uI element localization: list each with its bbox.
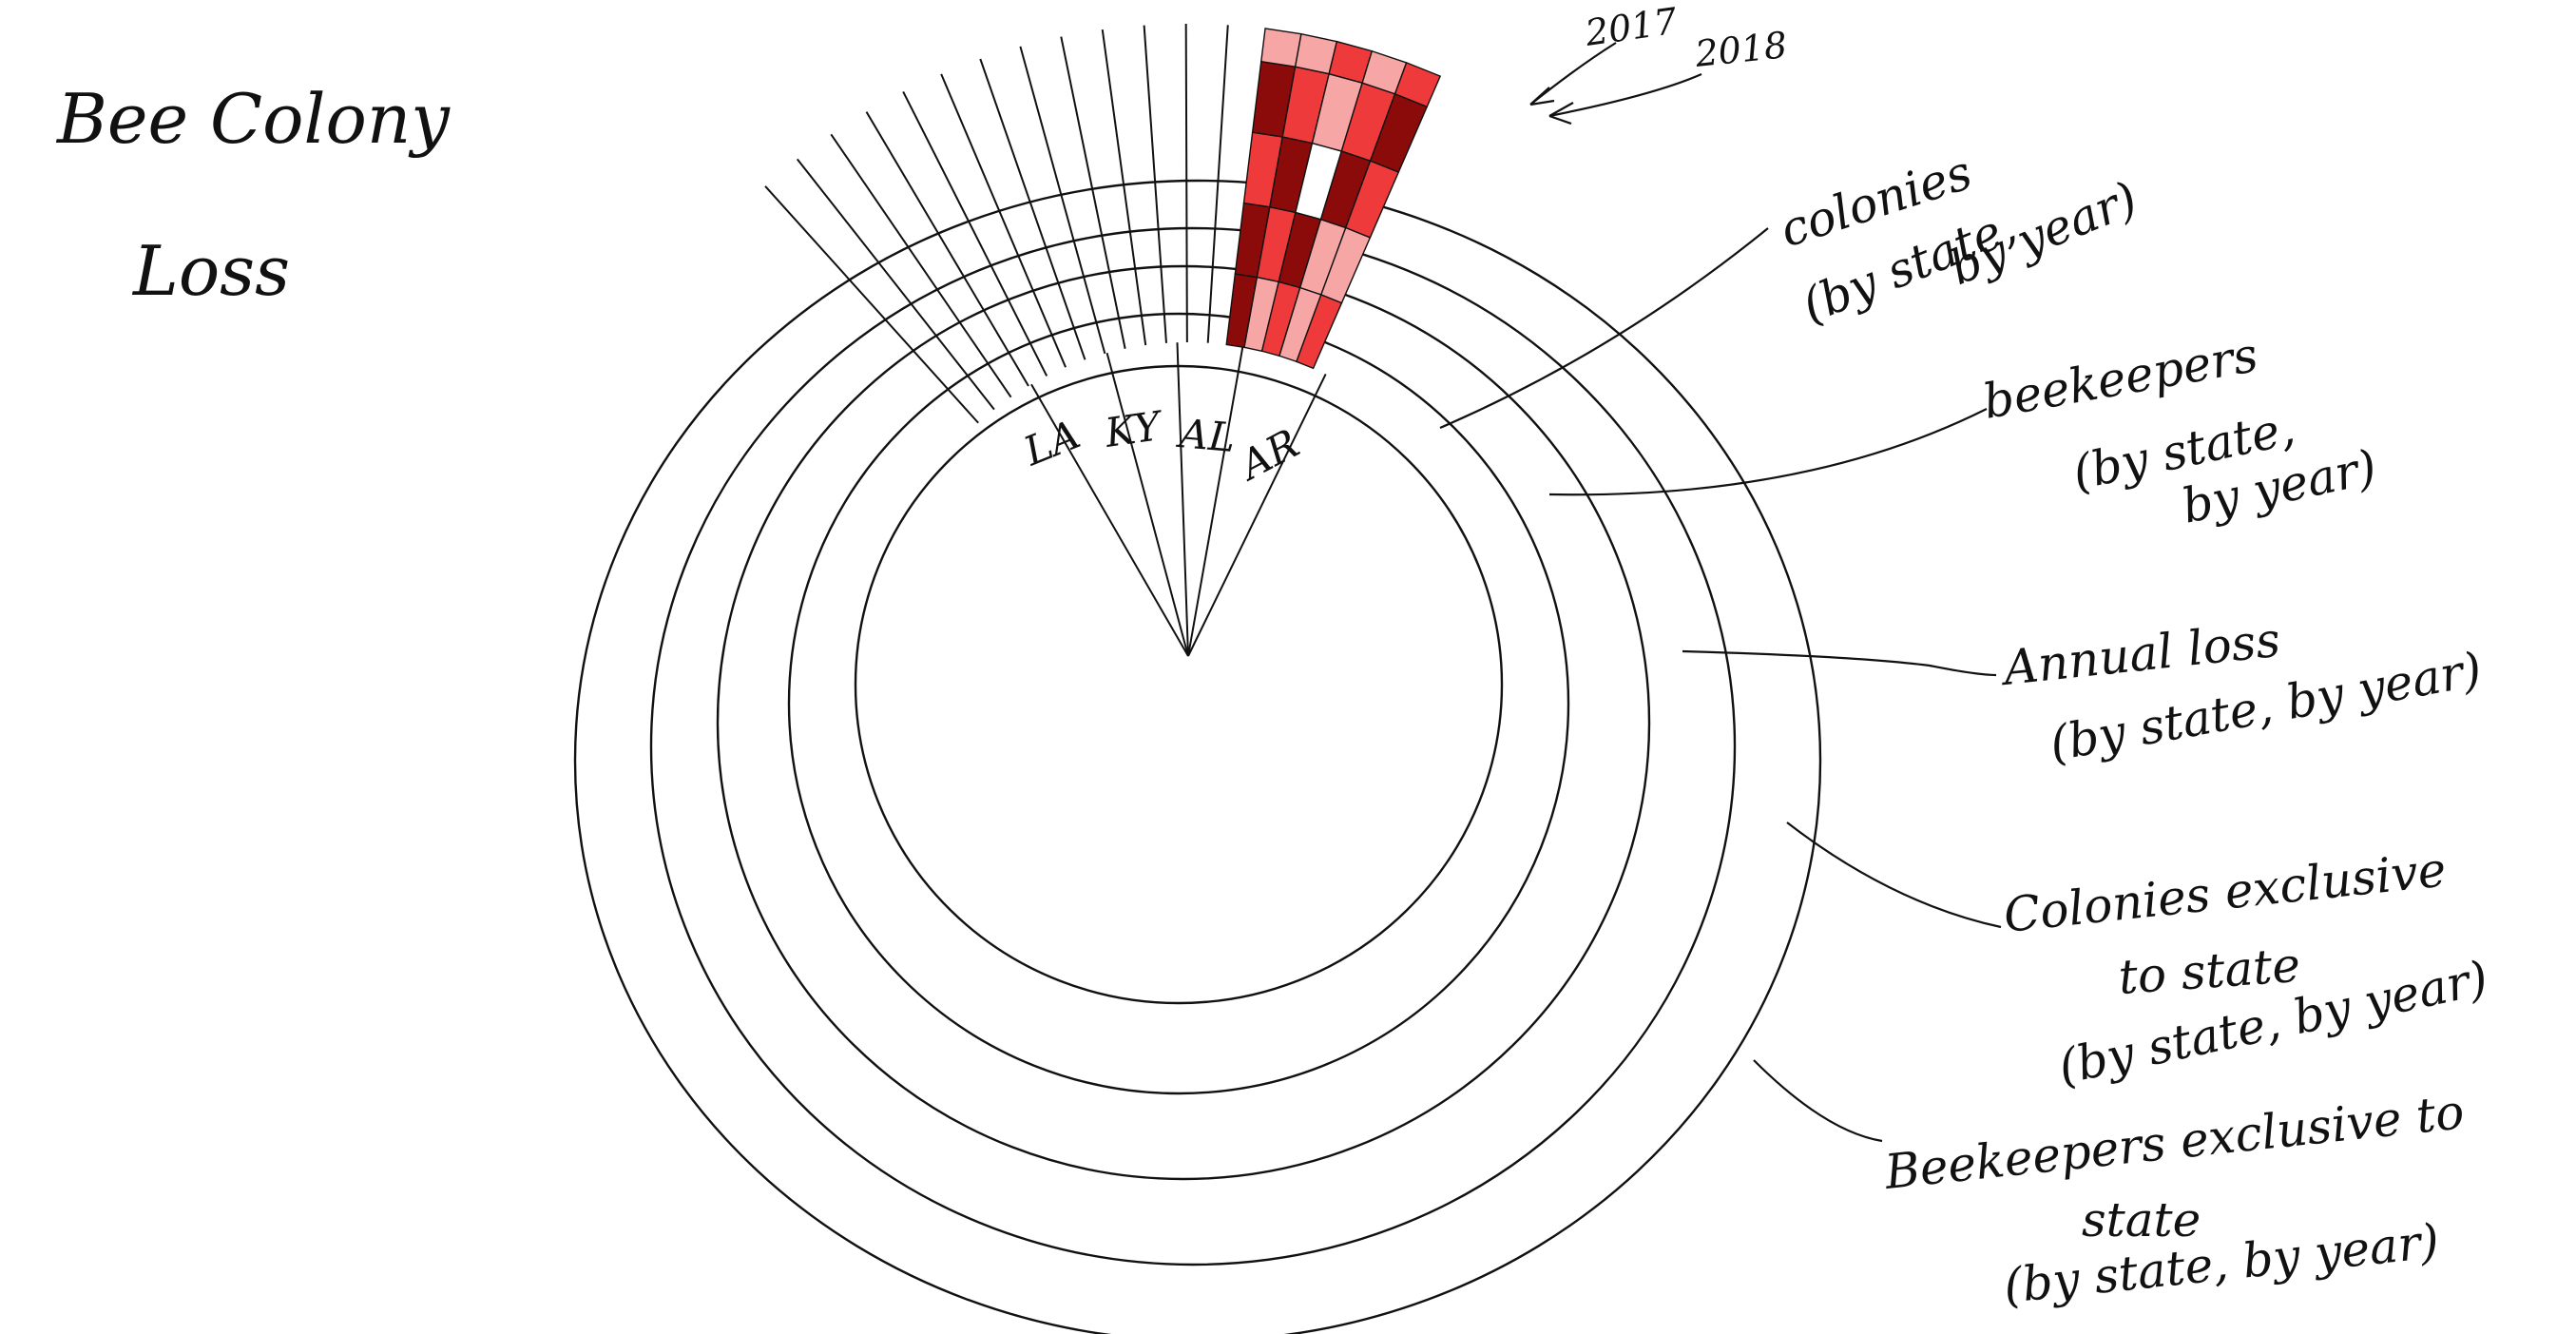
fan-line [1184, 24, 1188, 343]
year-label-2017: 2017 [1582, 0, 1681, 54]
state-label-ky: KY [1102, 402, 1167, 456]
year-arrow-2018 [1548, 72, 1702, 126]
state-wedge-line [1187, 373, 1327, 657]
leader-annual-loss [1682, 649, 1997, 677]
fan-line [940, 73, 1067, 368]
heatmap-cell [1260, 28, 1302, 68]
fan-line [764, 185, 979, 424]
sketch-title-line-1: Bee Colony [55, 79, 451, 159]
fan-line [979, 58, 1086, 360]
fan-line [1143, 25, 1167, 343]
year-label-2018: 2018 [1692, 24, 1789, 75]
fan-line [902, 90, 1048, 377]
ring-annotations: colonies (by state, by year) beekeepers … [1439, 145, 2492, 1314]
state-label-al: AL [1174, 410, 1237, 461]
state-labels: LA KY AL AR [1016, 402, 1306, 491]
sketch-title-line-2: Loss [131, 231, 290, 311]
ring-5 [573, 179, 1822, 1334]
ring-label-colonies-excl-1: Colonies exclusive [2001, 841, 2449, 943]
ring-label-beekeepers-excl-3: (by state, by year) [2001, 1213, 2441, 1314]
fan-line [1019, 46, 1106, 355]
state-wedge-line [1176, 342, 1189, 657]
leader-colonies [1439, 227, 1769, 430]
year-annotations: 2017 2018 [1529, 0, 1789, 126]
ring-3 [716, 264, 1651, 1181]
heatmap-cells [1225, 28, 1442, 370]
fan-line [830, 133, 1012, 398]
fan-line [796, 158, 995, 411]
ring-label-beekeepers-excl-2: state [2082, 1192, 2201, 1247]
leader-colonies-exclusive [1786, 822, 2002, 929]
fan-line [1060, 36, 1126, 349]
concentric-rings [573, 179, 1822, 1334]
ring-label-beekeepers-excl-1: Beekeepers exclusive to [1881, 1084, 2467, 1200]
leader-beekeepers-exclusive [1753, 1059, 1883, 1143]
leader-beekeepers [1548, 408, 1988, 496]
ring-2 [787, 312, 1570, 1095]
year-arrow-2017 [1529, 42, 1617, 106]
fan-line [865, 111, 1029, 387]
state-wedge-line [1030, 383, 1189, 657]
heatmap-cell [1394, 61, 1442, 108]
ring-1 [854, 364, 1504, 1005]
state-label-la: LA [1016, 411, 1086, 475]
state-wedge-line [1187, 346, 1244, 657]
state-label-ar: AR [1229, 419, 1306, 490]
fan-line [1206, 25, 1229, 343]
state-wedge-line [1105, 352, 1189, 657]
ring-4 [649, 226, 1737, 1266]
ring-label-colonies-excl-2: to state [2117, 938, 2302, 1005]
fan-line [1101, 29, 1147, 346]
